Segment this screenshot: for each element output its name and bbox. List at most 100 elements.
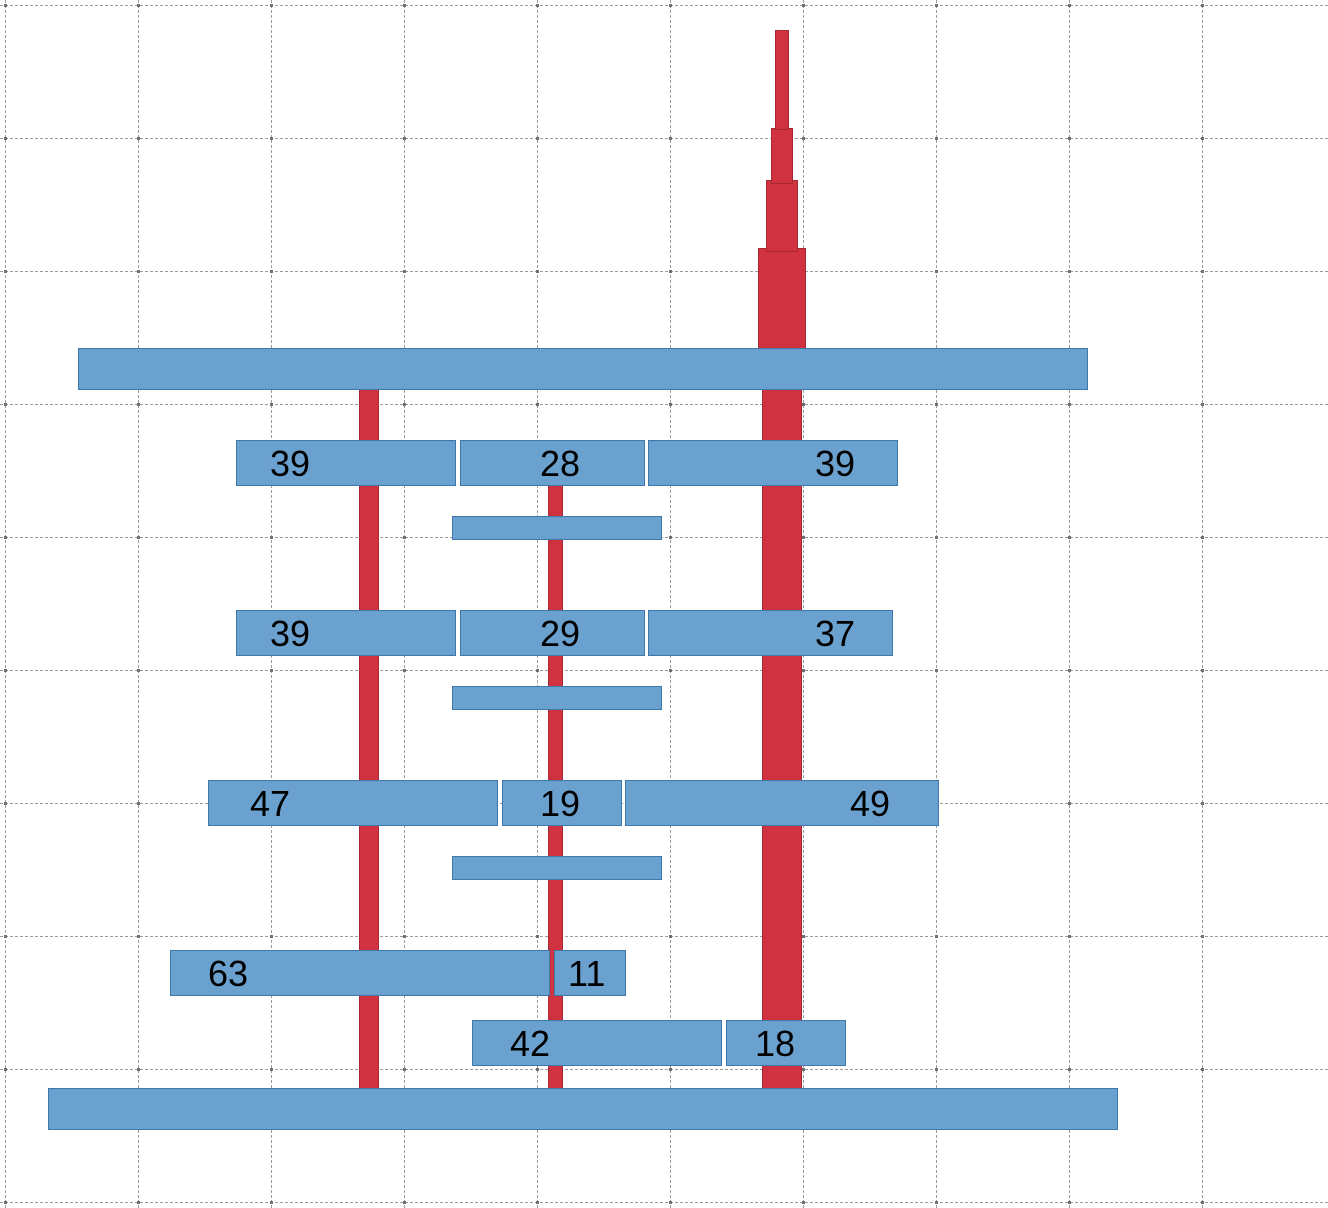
grid-dot	[536, 669, 539, 672]
grid-dot	[4, 137, 7, 140]
grid-dot	[270, 1068, 273, 1071]
grid-dot	[4, 1068, 7, 1071]
bar-label: 29	[540, 613, 580, 655]
grid-dot	[270, 403, 273, 406]
bar-label: 63	[208, 953, 248, 995]
grid-dot	[669, 935, 672, 938]
grid-dot	[4, 270, 7, 273]
bar-label: 28	[540, 443, 580, 485]
grid-dot	[137, 536, 140, 539]
grid-dot	[403, 669, 406, 672]
bar-label: 11	[568, 953, 605, 995]
grid-dot	[137, 1068, 140, 1071]
grid-dot	[270, 4, 273, 7]
grid-dot	[1068, 137, 1071, 140]
grid-dot	[4, 802, 7, 805]
grid-dot	[1068, 802, 1071, 805]
grid-dot	[935, 1201, 938, 1204]
grid-dot	[935, 4, 938, 7]
grid-line-horizontal	[0, 936, 1328, 937]
grid-line-vertical	[1069, 0, 1070, 1208]
grid-dot	[669, 1068, 672, 1071]
grid-dot	[935, 270, 938, 273]
vertical-bar	[758, 248, 806, 353]
grid-dot	[403, 270, 406, 273]
grid-dot	[403, 4, 406, 7]
grid-dot	[403, 403, 406, 406]
grid-dot	[1068, 1068, 1071, 1071]
grid-dot	[1201, 1068, 1204, 1071]
grid-dot	[403, 536, 406, 539]
grid-dot	[536, 137, 539, 140]
grid-line-vertical	[5, 0, 6, 1208]
grid-dot	[1201, 536, 1204, 539]
grid-dot	[1068, 270, 1071, 273]
grid-dot	[137, 403, 140, 406]
grid-dot	[1201, 669, 1204, 672]
grid-dot	[137, 4, 140, 7]
grid-dot	[1201, 802, 1204, 805]
grid-dot	[935, 935, 938, 938]
grid-dot	[4, 935, 7, 938]
grid-dot	[669, 669, 672, 672]
grid-dot	[1201, 1201, 1204, 1204]
grid-dot	[1201, 137, 1204, 140]
grid-dot	[669, 4, 672, 7]
grid-dot	[270, 935, 273, 938]
grid-dot	[669, 270, 672, 273]
bar-label: 18	[755, 1023, 795, 1065]
grid-line-horizontal	[0, 138, 1328, 139]
vertical-bar	[766, 180, 798, 252]
grid-dot	[4, 403, 7, 406]
grid-dot	[270, 1201, 273, 1204]
grid-dot	[137, 137, 140, 140]
grid-dot	[935, 536, 938, 539]
grid-dot	[1201, 270, 1204, 273]
grid-line-horizontal	[0, 404, 1328, 405]
grid-dot	[536, 1068, 539, 1071]
grid-dot	[802, 4, 805, 7]
bar-label: 47	[250, 783, 290, 825]
grid-dot	[1068, 403, 1071, 406]
grid-dot	[137, 935, 140, 938]
grid-dot	[536, 403, 539, 406]
grid-line-horizontal	[0, 537, 1328, 538]
grid-dot	[137, 802, 140, 805]
grid-dot	[4, 669, 7, 672]
horizontal-bar	[648, 440, 898, 486]
grid-dot	[669, 137, 672, 140]
grid-dot	[1068, 935, 1071, 938]
bar-label: 39	[270, 443, 310, 485]
grid-dot	[1068, 669, 1071, 672]
grid-dot	[1201, 4, 1204, 7]
horizontal-bar	[48, 1088, 1118, 1130]
horizontal-bar	[625, 780, 939, 826]
grid-dot	[270, 270, 273, 273]
bar-label: 37	[815, 613, 855, 655]
grid-line-horizontal	[0, 1069, 1328, 1070]
grid-dot	[137, 1201, 140, 1204]
horizontal-bar	[648, 610, 893, 656]
grid-dot	[536, 1201, 539, 1204]
grid-dot	[935, 403, 938, 406]
horizontal-bar	[78, 348, 1088, 390]
grid-dot	[536, 270, 539, 273]
grid-dot	[403, 1068, 406, 1071]
diagram-stage: 39283939293747194963114218	[0, 0, 1328, 1208]
grid-dot	[669, 536, 672, 539]
grid-dot	[4, 1201, 7, 1204]
bar-label: 39	[815, 443, 855, 485]
grid-dot	[669, 1201, 672, 1204]
grid-line-vertical	[1202, 0, 1203, 1208]
grid-line-horizontal	[0, 1202, 1328, 1203]
grid-dot	[1068, 4, 1071, 7]
vertical-bar	[771, 128, 793, 184]
grid-line-vertical	[271, 0, 272, 1208]
grid-dot	[935, 669, 938, 672]
grid-dot	[403, 1201, 406, 1204]
grid-dot	[536, 935, 539, 938]
grid-dot	[935, 137, 938, 140]
grid-dot	[802, 137, 805, 140]
grid-dot	[137, 270, 140, 273]
grid-dot	[403, 137, 406, 140]
